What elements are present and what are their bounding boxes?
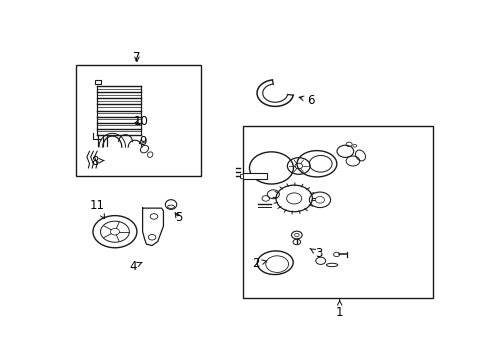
Bar (95, 80, 101, 84)
Bar (76, 66, 201, 176)
Text: 9: 9 (139, 135, 146, 148)
Bar (243, 126, 432, 298)
Text: 3: 3 (309, 247, 322, 260)
Text: 1: 1 (335, 300, 343, 319)
Text: 8: 8 (91, 154, 104, 167)
Bar (240, 174, 243, 178)
Text: 4: 4 (129, 260, 142, 273)
Text: 5: 5 (175, 211, 182, 224)
Text: 6: 6 (299, 94, 314, 107)
Text: 11: 11 (89, 199, 104, 219)
Text: 7: 7 (133, 50, 141, 64)
Text: 10: 10 (133, 115, 148, 128)
Text: 2: 2 (252, 257, 266, 270)
Bar (243, 173, 266, 179)
